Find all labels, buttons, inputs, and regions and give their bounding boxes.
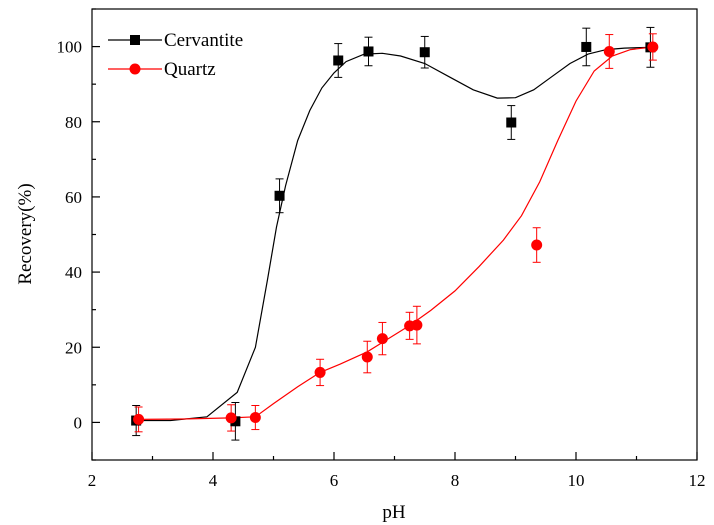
- legend: Cervantite Quartz: [108, 30, 243, 80]
- quartz-point: [376, 333, 388, 345]
- x-tick-label: 10: [568, 471, 585, 490]
- cervantite-point: [274, 190, 285, 201]
- x-tick-label: 8: [451, 471, 460, 490]
- quartz-legend-label: Quartz: [164, 59, 216, 80]
- data-markers: [131, 41, 659, 427]
- cervantite-legend-label: Cervantite: [164, 30, 243, 51]
- y-tick-label: 80: [65, 113, 82, 132]
- x-tick-label: 2: [88, 471, 97, 490]
- quartz-point: [133, 413, 145, 425]
- quartz-point: [249, 412, 261, 424]
- cervantite-point: [506, 117, 517, 128]
- quartz-fit-curve: [138, 46, 653, 420]
- y-tick-label: 60: [65, 188, 82, 207]
- x-tick-label: 12: [689, 471, 706, 490]
- quartz-point: [225, 412, 237, 424]
- quartz-point: [314, 366, 326, 378]
- y-tick-label: 40: [65, 263, 82, 282]
- quartz-point: [647, 41, 659, 53]
- cervantite-point: [419, 47, 430, 58]
- cervantite-point: [333, 55, 344, 66]
- cervantite-point: [581, 41, 592, 52]
- quartz-legend-marker: [129, 63, 141, 75]
- y-axis-ticks: 0 20 40 60 80 100: [57, 8, 100, 461]
- y-tick-label: 100: [57, 38, 83, 57]
- cervantite-legend-marker: [130, 35, 140, 45]
- cervantite-point: [363, 46, 374, 57]
- x-axis-ticks: 2 4 6 8 10 12: [88, 452, 706, 490]
- quartz-point: [411, 319, 423, 331]
- x-axis-title: pH: [382, 502, 406, 523]
- y-tick-label: 20: [65, 338, 82, 357]
- y-tick-label: 0: [74, 413, 83, 432]
- x-tick-label: 6: [330, 471, 339, 490]
- y-axis-title: Recovery(%): [15, 183, 36, 284]
- fit-curves: [136, 46, 653, 422]
- quartz-point: [361, 351, 373, 363]
- error-bars: [132, 26, 657, 441]
- x-tick-label: 4: [209, 471, 218, 490]
- quartz-point: [603, 45, 615, 57]
- cervantite-fit-curve: [136, 46, 651, 422]
- quartz-point: [531, 239, 543, 251]
